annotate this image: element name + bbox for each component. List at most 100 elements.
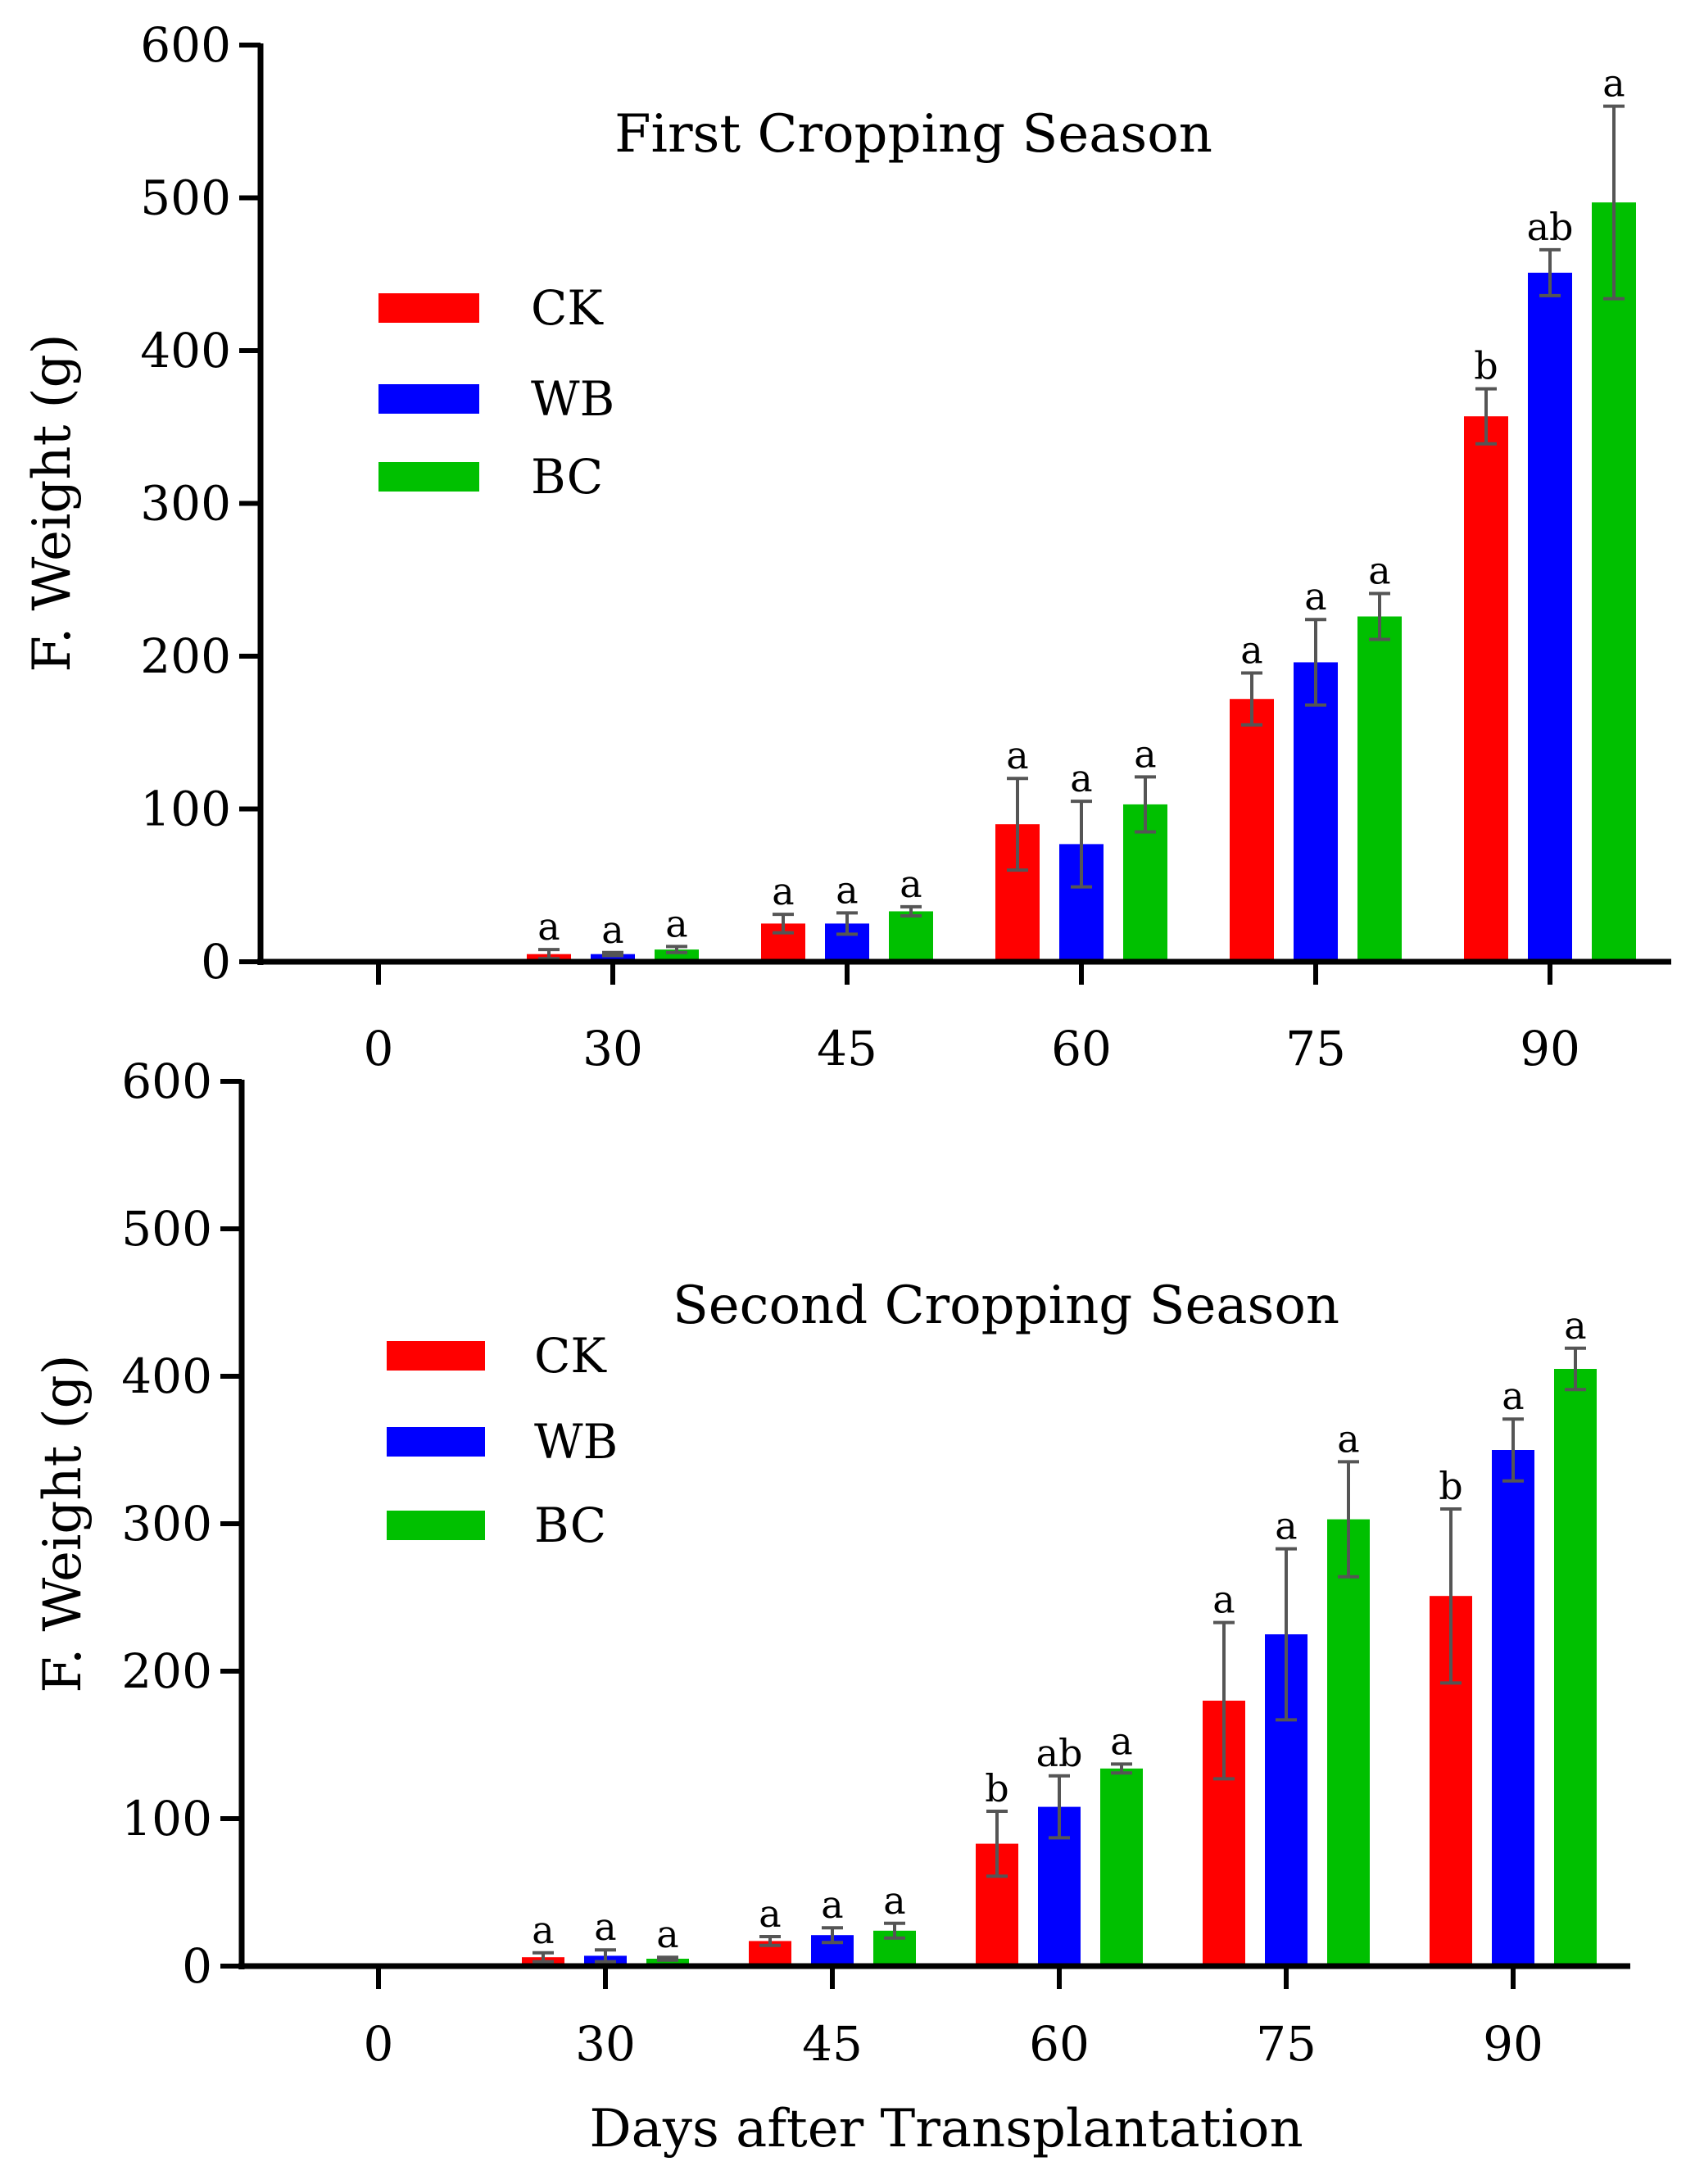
x-tick-label: 90 <box>1483 2016 1543 2072</box>
bar-bc-75 <box>1327 1519 1370 1966</box>
y-tick-label: 500 <box>121 1201 212 1257</box>
legend-swatch-wb <box>378 384 479 414</box>
legend-label-wb: WB <box>534 1414 618 1470</box>
x-tick-label: 30 <box>582 1021 643 1076</box>
significance-label: a <box>532 1908 554 1952</box>
bar-ck-75 <box>1230 699 1274 962</box>
bar-bc-30 <box>655 949 699 962</box>
error-bar-wb-60 <box>1049 1774 1070 1840</box>
x-tick-label: 90 <box>1520 1021 1580 1076</box>
y-tick-label: 600 <box>121 1053 212 1109</box>
bar-wb-90 <box>1492 1450 1534 1966</box>
error-bar-ck-45 <box>759 1935 781 1947</box>
bar-bc-45 <box>889 911 933 962</box>
error-bar-bc-60 <box>1111 1762 1132 1775</box>
significance-label: a <box>1212 1578 1235 1622</box>
legend-swatch-bc <box>378 462 479 492</box>
x-tick-label: 60 <box>1029 2016 1090 2072</box>
significance-label: a <box>594 1905 616 1949</box>
legend-label-bc: BC <box>534 1498 606 1553</box>
error-bar-bc-30 <box>666 945 687 954</box>
significance-label: a <box>1368 549 1390 593</box>
error-bar-ck-60 <box>1007 777 1028 872</box>
error-bar-ck-30 <box>538 948 560 961</box>
significance-label: ab <box>1036 1731 1083 1775</box>
error-bar-bc-90 <box>1603 104 1625 301</box>
error-bar-ck-90 <box>1440 1507 1462 1685</box>
legend-swatch-wb <box>387 1427 485 1457</box>
y-axis-title: F. Weight (g) <box>22 333 83 672</box>
significance-label: a <box>1337 1416 1359 1461</box>
legend: CK WB BC <box>378 280 614 505</box>
legend-swatch-ck <box>387 1341 485 1371</box>
y-tick-label: 500 <box>140 170 231 226</box>
error-bar-bc-45 <box>900 904 922 918</box>
y-tick-label: 200 <box>140 628 231 684</box>
y-tick-label: 0 <box>201 934 231 990</box>
significance-label: a <box>900 862 922 906</box>
error-bar-wb-90 <box>1502 1417 1524 1483</box>
error-bar-wb-75 <box>1276 1547 1297 1722</box>
error-bar-bc-75 <box>1338 1460 1359 1579</box>
y-axis-title: F. Weight (g) <box>33 1354 93 1692</box>
significance-label: b <box>1439 1464 1462 1508</box>
error-bar-ck-30 <box>533 1951 554 1964</box>
y-tick-label: 100 <box>121 1791 212 1846</box>
legend: CK WB BC <box>387 1328 618 1553</box>
error-bar-ck-60 <box>986 1810 1008 1878</box>
chart-title: First Cropping Season <box>614 104 1212 165</box>
legend-label-ck: CK <box>534 1328 607 1384</box>
significance-label: a <box>1564 1303 1586 1348</box>
y-tick-label: 100 <box>140 782 231 837</box>
error-bar-bc-60 <box>1135 775 1156 834</box>
y-tick-label: 600 <box>140 17 231 73</box>
significance-label: a <box>772 869 794 913</box>
legend-swatch-ck <box>378 293 479 323</box>
bar-bc-75 <box>1357 616 1402 962</box>
error-bar-wb-30 <box>595 1948 616 1964</box>
x-tick-label: 30 <box>575 2016 636 2072</box>
significance-label: a <box>537 904 560 949</box>
error-bar-wb-75 <box>1305 618 1326 707</box>
significance-label: a <box>1502 1374 1524 1418</box>
error-bar-bc-90 <box>1565 1346 1586 1392</box>
significance-label: a <box>1240 628 1262 673</box>
x-tick-label: 45 <box>802 2016 863 2072</box>
significance-label: a <box>665 901 687 945</box>
error-bar-bc-75 <box>1369 591 1390 641</box>
significance-label: a <box>1070 756 1092 800</box>
legend-swatch-bc <box>387 1511 485 1540</box>
bar-wb-90 <box>1528 272 1572 962</box>
significance-label: a <box>1006 733 1028 777</box>
bar-ck-90 <box>1464 416 1508 962</box>
legend-label-wb: WB <box>531 371 614 427</box>
significance-label: a <box>836 868 858 912</box>
bar-bc-60 <box>1100 1768 1143 1966</box>
y-tick-label: 400 <box>121 1348 212 1404</box>
significance-label: a <box>1134 732 1156 776</box>
significance-label: ab <box>1527 205 1574 249</box>
bar-bc-90 <box>1592 202 1636 963</box>
x-axis-title: Days after Transplantation <box>589 2099 1303 2159</box>
error-bar-wb-45 <box>822 1926 843 1945</box>
y-tick-label: 300 <box>140 476 231 532</box>
significance-label: a <box>1110 1719 1132 1763</box>
bar-wb-75 <box>1294 662 1338 962</box>
bar-wb-30 <box>591 954 635 962</box>
significance-label: a <box>759 1892 781 1936</box>
x-tick-label: 60 <box>1051 1021 1112 1076</box>
error-bar-ck-75 <box>1241 671 1262 727</box>
significance-label: a <box>821 1883 843 1927</box>
significance-label: a <box>883 1878 905 1923</box>
significance-label: a <box>1275 1504 1297 1548</box>
legend-label-bc: BC <box>531 449 603 505</box>
error-bar-ck-90 <box>1475 387 1497 446</box>
error-bar-wb-30 <box>602 950 623 958</box>
x-tick-label: 45 <box>817 1021 877 1076</box>
error-bar-ck-75 <box>1213 1620 1235 1781</box>
y-tick-label: 0 <box>182 1938 212 1994</box>
significance-label: a <box>1304 574 1326 618</box>
error-bar-wb-60 <box>1071 800 1092 889</box>
